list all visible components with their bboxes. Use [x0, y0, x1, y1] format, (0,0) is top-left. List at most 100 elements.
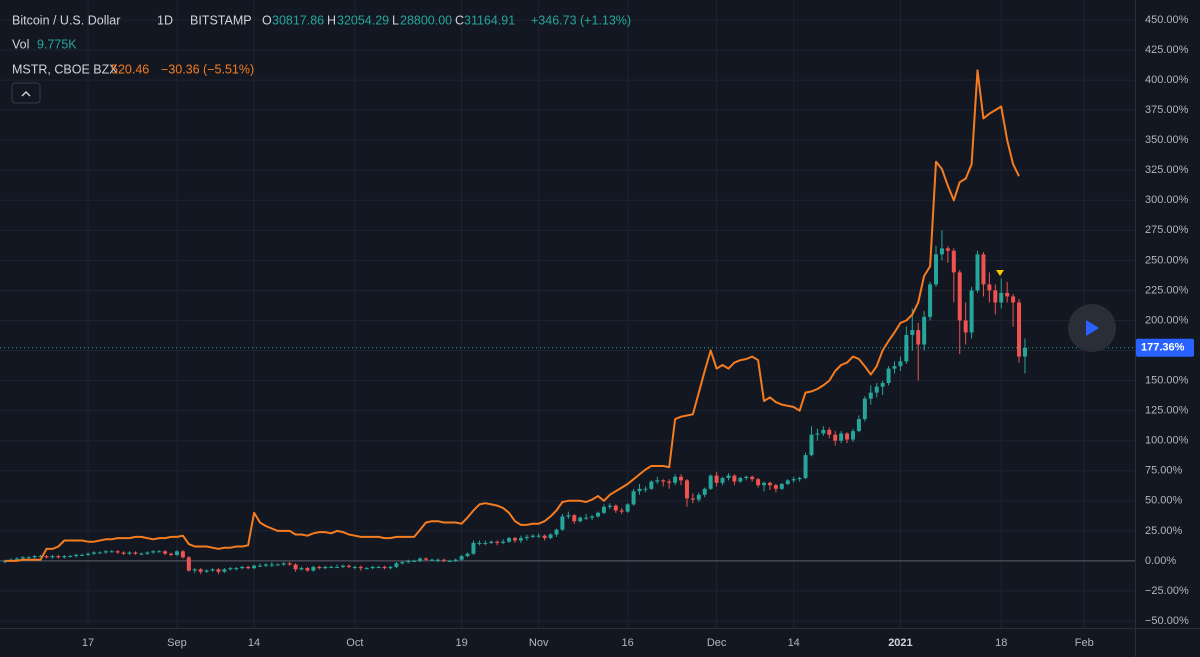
candle-body [91, 552, 96, 554]
compare-line [5, 69, 1020, 562]
button-frame[interactable] [11, 82, 41, 104]
volume-label: Vol [12, 37, 29, 51]
candle-body [86, 553, 91, 555]
candle-body [204, 570, 209, 572]
x-tick-label: Oct [346, 637, 363, 649]
candle-body [856, 419, 861, 432]
candle-body [257, 565, 262, 567]
candle-body [453, 559, 458, 561]
x-tick-label: 2021 [888, 637, 912, 649]
candle-body [572, 515, 577, 522]
candle-body [773, 485, 778, 489]
y-tick-label: −50.00% [1145, 615, 1189, 627]
candle-body [234, 568, 239, 570]
candle-body [163, 551, 168, 554]
y-tick-label: 150.00% [1145, 375, 1189, 387]
x-tick-label: 16 [622, 637, 634, 649]
candle-body [210, 569, 215, 571]
collapse-button[interactable] [11, 82, 41, 104]
candle-body [904, 334, 909, 362]
candle-body [228, 568, 233, 570]
candle-body [643, 488, 648, 490]
candle-body [412, 560, 417, 562]
candle-body [192, 569, 197, 571]
candle-body [26, 557, 31, 559]
scroll-button[interactable] [1068, 304, 1116, 352]
y-tick-label: 400.00% [1145, 74, 1189, 86]
y-tick-label: 25.00% [1145, 525, 1183, 537]
chevron-icon[interactable] [21, 91, 31, 97]
candle-body [382, 566, 387, 569]
candle-body [358, 566, 363, 569]
candle-body [981, 254, 986, 285]
plot [0, 69, 1135, 575]
candle-body [922, 316, 927, 345]
candle-body [441, 559, 446, 561]
ohlc-value: 30817.86 [272, 13, 324, 27]
candle-body [667, 481, 672, 483]
y-tick-label: 275.00% [1145, 224, 1189, 236]
candle-body [471, 542, 476, 554]
candle-body [352, 566, 357, 568]
y-tick-label: 350.00% [1145, 134, 1189, 146]
candle-body [44, 556, 49, 558]
candle-body [530, 535, 535, 537]
candle-body [323, 566, 328, 569]
y-tick-label: 75.00% [1145, 465, 1183, 477]
candle-body [20, 557, 25, 559]
y-tick-label: 125.00% [1145, 405, 1189, 417]
candle-body [892, 366, 897, 369]
candle-body [68, 556, 73, 558]
candle-body [957, 272, 962, 321]
candle-body [928, 284, 933, 317]
candle-body [797, 477, 802, 480]
candle-body [584, 517, 589, 519]
candle-body [281, 563, 286, 565]
candle-body [518, 538, 523, 541]
ohlc-label: C [455, 13, 464, 27]
candle-body [874, 386, 879, 393]
candle-body [305, 568, 310, 571]
candle-body [370, 566, 375, 569]
symbol-title: Bitcoin / U.S. Dollar [12, 13, 120, 27]
candle-body [566, 515, 571, 517]
candle-body [222, 569, 227, 572]
play-icon[interactable] [1086, 320, 1099, 336]
candle-body [240, 566, 245, 569]
x-tick-label: 19 [455, 637, 467, 649]
candle-body [62, 556, 67, 558]
candle-body [465, 553, 470, 557]
x-tick-label: 14 [248, 637, 260, 649]
candle-body [74, 554, 79, 557]
candle-body [329, 566, 334, 568]
candle-body [880, 383, 885, 387]
compare-symbol: MSTR, CBOE BZX [12, 62, 118, 76]
candle-body [619, 510, 624, 512]
candle-body [139, 553, 144, 555]
ohlc-value: 31164.91 [464, 13, 515, 27]
x-tick-label: 18 [995, 637, 1007, 649]
candle-body [287, 563, 292, 565]
candle-body [655, 480, 660, 482]
candle-body [767, 482, 772, 486]
candle-body [512, 538, 517, 541]
candle-body [578, 517, 583, 522]
y-tick-label: 300.00% [1145, 194, 1189, 206]
x-tick-label: Feb [1075, 637, 1094, 649]
exchange: BITSTAMP [190, 13, 252, 27]
candle-body [263, 564, 268, 566]
candle-body [999, 292, 1004, 303]
change: +346.73 (+1.13%) [531, 13, 631, 27]
candle-body [945, 248, 950, 251]
candle-body [103, 551, 108, 553]
candle-body [275, 564, 280, 566]
compare-price: 520.46 [111, 62, 149, 76]
candle-body [803, 455, 808, 478]
candle-body [637, 488, 642, 492]
candle-body [341, 565, 346, 567]
ohlc-value: 32054.29 [337, 13, 389, 27]
candle-body [121, 552, 126, 554]
axes: −50.00% −25.00% 0.00% 25.00% 50.00% 75.00% 100… [82, 14, 1194, 649]
candle-body [346, 565, 351, 567]
